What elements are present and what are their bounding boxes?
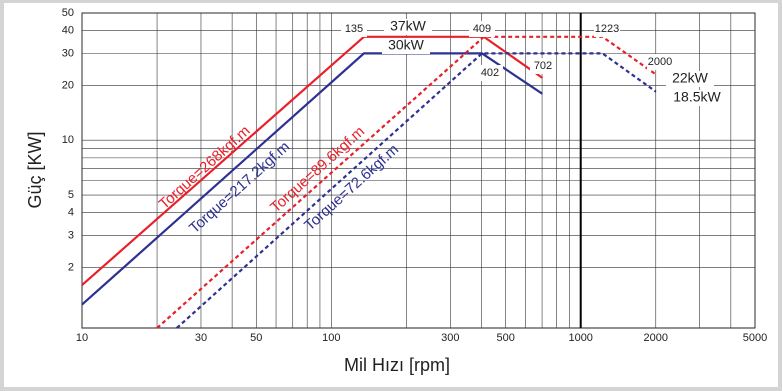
x-axis-label: Mil Hızı [rpm] bbox=[344, 355, 450, 375]
x-tick-label: 5000 bbox=[743, 332, 767, 344]
y-tick-label: 5 bbox=[68, 189, 74, 201]
annotation-bg bbox=[382, 38, 430, 54]
annotation: 402 bbox=[481, 67, 499, 79]
annotation: 30kW bbox=[388, 37, 425, 53]
annotation-bg bbox=[530, 58, 556, 74]
y-tick-label: 30 bbox=[62, 47, 74, 59]
series-line bbox=[156, 35, 657, 329]
y-tick-label: 10 bbox=[62, 134, 74, 146]
x-tick-label: 1000 bbox=[568, 332, 592, 344]
y-axis-label: Güç [KW] bbox=[25, 131, 45, 208]
annotation: 1223 bbox=[595, 23, 619, 35]
annotation: 135 bbox=[345, 23, 363, 35]
annotation-bg bbox=[341, 21, 367, 37]
x-tick-label: 50 bbox=[250, 332, 262, 344]
annotation-bg bbox=[594, 21, 620, 37]
annotation-bg bbox=[647, 54, 673, 70]
annotation: 37kW bbox=[390, 18, 427, 34]
annotation-bg bbox=[666, 71, 714, 87]
series-line bbox=[176, 52, 657, 329]
y-tick-label: 2 bbox=[68, 261, 74, 273]
annotation-bg bbox=[384, 19, 432, 35]
annotation: 702 bbox=[534, 60, 552, 72]
x-tick-label: 30 bbox=[195, 332, 207, 344]
annotation: 2000 bbox=[648, 56, 672, 68]
x-tick-label: 2000 bbox=[644, 332, 668, 344]
annotation: 22kW bbox=[672, 70, 709, 86]
y-tick-label: 50 bbox=[62, 7, 74, 19]
y-tick-label: 40 bbox=[62, 25, 74, 37]
y-tick-label: 20 bbox=[62, 79, 74, 91]
y-tick-label: 3 bbox=[68, 229, 74, 241]
grid: 10 30 50 100 300 500 1000 2000 5000 2 3 4 5 10 20 30 40 5… bbox=[62, 7, 767, 344]
annotation: 409 bbox=[473, 23, 491, 35]
x-tick-label: 500 bbox=[496, 332, 514, 344]
annotation-bg bbox=[673, 90, 721, 106]
series-line bbox=[81, 35, 544, 286]
x-tick-label: 300 bbox=[441, 332, 459, 344]
y-tick-label: 4 bbox=[68, 207, 74, 219]
annotation-bg bbox=[469, 21, 495, 37]
x-tick-label: 100 bbox=[322, 332, 340, 344]
lines bbox=[81, 35, 657, 329]
x-tick-label: 10 bbox=[76, 332, 88, 344]
annotation: 18.5kW bbox=[673, 89, 721, 105]
annotation-bg bbox=[477, 65, 503, 81]
